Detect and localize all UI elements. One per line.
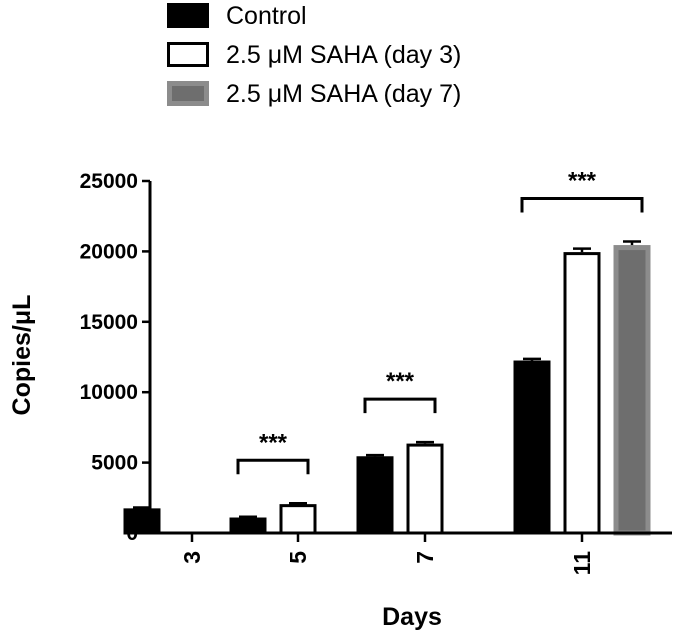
legend-swatch — [167, 42, 209, 67]
y-tick-label: 5000 — [91, 452, 138, 475]
bar — [513, 360, 551, 535]
significance-label: *** — [386, 368, 415, 395]
bars-layer — [123, 240, 651, 536]
significance-bracket — [236, 458, 310, 475]
x-tick-label: 7 — [412, 551, 438, 564]
x-tick-label: 3 — [179, 551, 205, 564]
bar — [279, 504, 317, 535]
legend-label: 2.5 μM SAHA (day 7) — [226, 80, 461, 108]
y-tick-label: 10000 — [80, 381, 138, 404]
legend-swatch — [167, 81, 209, 106]
axes-layer: 0 5000 10000 15000 20000 25000 3 5 7 11 — [80, 170, 672, 575]
significance-layer: *** *** *** — [236, 168, 644, 475]
legend-label: Control — [226, 2, 307, 30]
y-tick-label: 15000 — [80, 311, 138, 334]
y-tick-label: 0 — [126, 522, 138, 545]
bar — [563, 252, 601, 535]
significance-label: *** — [259, 429, 288, 456]
legend-label: 2.5 μM SAHA (day 3) — [226, 41, 461, 69]
legend: Control 2.5 μM SAHA (day 3) 2.5 μM SAHA (d… — [167, 2, 461, 108]
bar — [406, 443, 444, 535]
x-axis-title: Days — [382, 603, 442, 631]
x-tick-label: 5 — [285, 551, 311, 564]
significance-bracket — [520, 197, 644, 213]
legend-swatch — [167, 3, 209, 28]
significance-bracket — [363, 397, 437, 414]
x-tick-label: 11 — [569, 551, 595, 576]
significance-label: *** — [568, 168, 597, 195]
bar — [356, 456, 394, 535]
y-tick-label: 25000 — [80, 170, 138, 193]
bar — [229, 517, 267, 535]
bar — [613, 245, 651, 536]
y-axis-title: Copies/μL — [8, 295, 36, 416]
y-tick-label: 20000 — [80, 240, 138, 263]
